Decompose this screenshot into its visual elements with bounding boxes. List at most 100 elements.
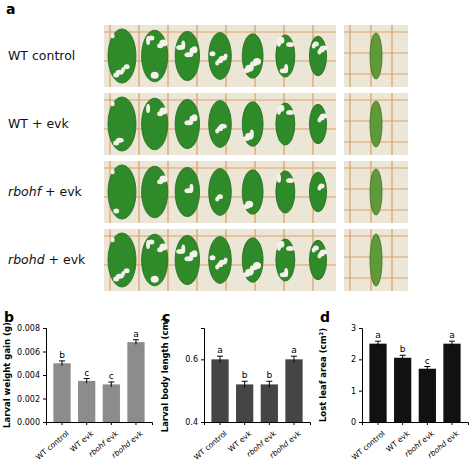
leaf-hole [124, 268, 130, 273]
leaf-blade [242, 34, 263, 78]
tick-mark [427, 422, 428, 425]
y-axis: 0.4 0.6 [185, 329, 204, 428]
error-cap [400, 355, 406, 356]
tick: 0 [351, 418, 362, 427]
tick: 0.4 [185, 418, 204, 427]
leaf-blade [175, 31, 199, 80]
tick-mark [359, 359, 362, 360]
panel-label: a [6, 1, 15, 17]
leaf-hole [159, 40, 167, 47]
leaf-hole [277, 174, 281, 183]
tick-label: rbohd evk [268, 429, 303, 461]
leaf [242, 238, 263, 282]
paper-grid [391, 229, 392, 291]
error-bar [59, 361, 65, 366]
tick-mark [359, 391, 362, 392]
leaf-hole [284, 64, 288, 73]
row-label: WT control [8, 48, 75, 63]
leaf-blade [175, 235, 199, 284]
significance-letter: c [425, 356, 430, 366]
error-bar [242, 381, 248, 387]
leaf [108, 233, 136, 287]
leaf [175, 31, 199, 80]
bar [443, 344, 460, 422]
paper-grid [138, 161, 139, 223]
error-cap [217, 356, 223, 357]
significance-letter: c [109, 371, 114, 381]
panel-label: b [4, 309, 14, 325]
larva [370, 169, 382, 215]
leaf [209, 101, 232, 148]
error-line [269, 381, 270, 387]
leaf-hole [320, 114, 328, 119]
leaf-hole [286, 110, 294, 115]
leaf-blade [175, 167, 199, 216]
error-line [86, 379, 87, 384]
paper [104, 93, 336, 155]
error-cap [266, 381, 272, 382]
leaf-hole [286, 246, 294, 251]
paper-grid [391, 25, 392, 87]
error-cap [108, 382, 114, 383]
tick-label: 3 [351, 324, 356, 333]
leaf-blade [142, 30, 168, 82]
leaf-hole [320, 46, 328, 51]
bar [394, 358, 411, 422]
leaf-hole [191, 114, 197, 121]
leaf-blade [175, 99, 199, 148]
tick: 0.008 [17, 324, 46, 333]
axis-line [359, 329, 363, 423]
paper [104, 161, 336, 223]
plot-area [211, 356, 302, 422]
axis-title: Larval weight gain (g) [2, 322, 12, 428]
significance-letter: b [400, 344, 406, 354]
tick-mark [293, 422, 294, 425]
leaf-hole [278, 241, 284, 248]
paper [344, 229, 408, 291]
tick-mark [201, 359, 204, 360]
leaf [142, 166, 168, 218]
leaf [108, 97, 136, 151]
tick: rbohd evk [110, 422, 145, 460]
larva-body [370, 101, 382, 147]
leaf-hole [286, 42, 294, 47]
paper-grid [349, 229, 350, 291]
leaf [108, 165, 136, 219]
leaf-blade [309, 240, 326, 280]
leaf-hole [209, 255, 215, 260]
leaf-hole [253, 58, 261, 65]
axis-line [43, 329, 47, 423]
leaf [175, 167, 199, 216]
leaf-hole [278, 37, 284, 44]
leaf [209, 169, 232, 216]
bar [369, 344, 386, 422]
tick-mark [269, 422, 270, 425]
bar [419, 369, 436, 422]
bar-chart: abca0123WT controlWT evkrbohf evkrbohd e… [318, 324, 469, 462]
row-label: rbohf + evk [8, 184, 83, 199]
error-cap [133, 339, 139, 340]
x-axis: WT controlWT evkrbohf evkrbohd evk [350, 422, 469, 462]
error-cap [84, 378, 90, 379]
axis-line [363, 423, 469, 426]
tick-label: 0.6 [185, 355, 198, 364]
leaf-hole [320, 250, 328, 255]
tick-label: rbohd evk [110, 429, 145, 461]
error-bar [217, 356, 223, 362]
leaf-blade [276, 35, 295, 77]
tick-mark [43, 422, 46, 423]
leaf-blade [276, 239, 295, 281]
leaf-blade [142, 234, 168, 286]
error-bar [291, 356, 297, 362]
paper [104, 25, 336, 87]
error-line [378, 341, 379, 346]
error-bar [449, 341, 455, 346]
leaf-blade [108, 29, 136, 83]
tick-mark [359, 422, 362, 423]
tick-mark [43, 375, 46, 376]
error-line [135, 340, 136, 345]
photo-panel: aWT controlWT + evkrbohf + evkrbohd + ev… [6, 1, 408, 291]
leaf [242, 170, 263, 214]
tick: 0.000 [17, 418, 46, 427]
significance-letter: a [375, 330, 381, 340]
